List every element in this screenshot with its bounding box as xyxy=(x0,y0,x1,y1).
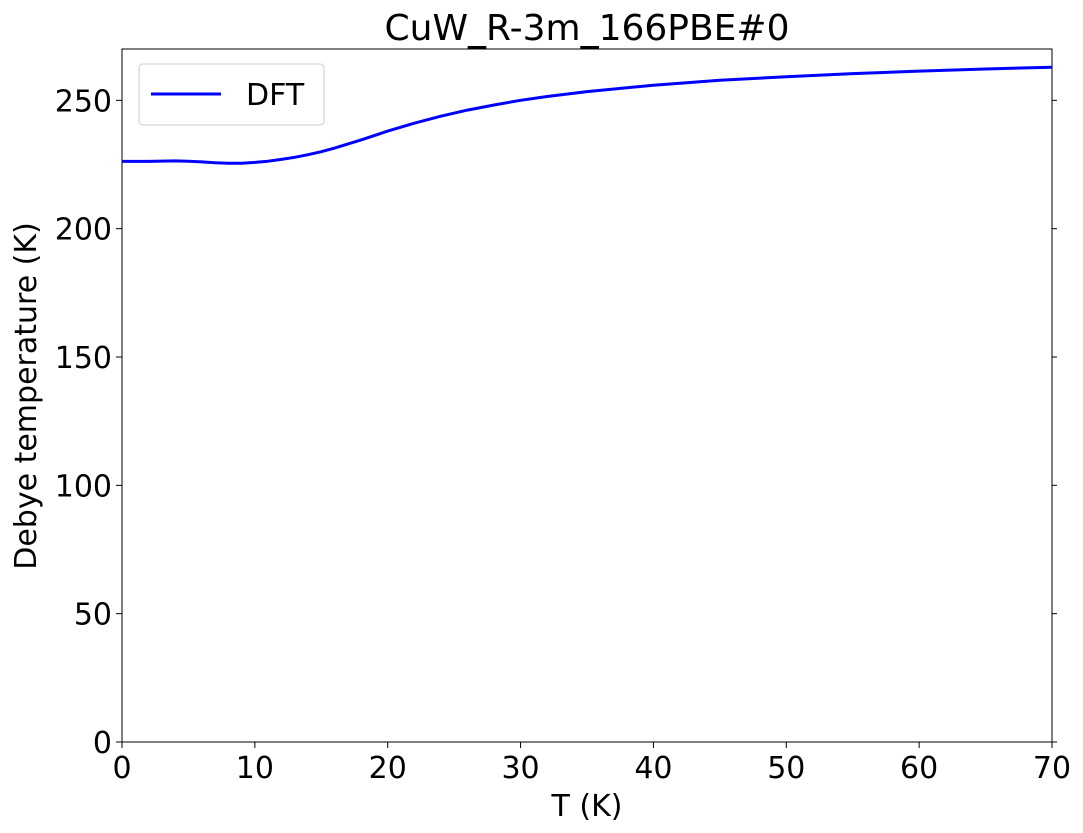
chart-title: CuW_R-3m_166PBE#0 xyxy=(385,8,790,49)
x-tick-label: 60 xyxy=(900,751,938,786)
x-tick-label: 40 xyxy=(634,751,672,786)
y-tick-label: 50 xyxy=(74,598,112,633)
ticks-layer: 0 10 20 30 40 50 60 70 0 50 100 150 200 250 xyxy=(55,84,1071,786)
x-tick-label: 0 xyxy=(112,751,131,786)
x-tick-label: 70 xyxy=(1033,751,1071,786)
y-tick-label: 150 xyxy=(55,341,112,376)
series-layer xyxy=(122,65,1053,165)
series-line-dft xyxy=(122,65,1053,165)
x-tick-label: 20 xyxy=(369,751,407,786)
legend-label-dft: DFT xyxy=(246,78,305,113)
plot-area xyxy=(121,48,1053,743)
y-tick-label: 200 xyxy=(55,213,112,248)
x-tick-label: 30 xyxy=(501,751,539,786)
x-axis-label: T (K) xyxy=(551,789,623,824)
legend: DFT xyxy=(138,63,325,126)
y-axis-label: Debye temperature (K) xyxy=(9,222,44,570)
y-tick-label: 0 xyxy=(93,726,112,761)
x-tick-label: 50 xyxy=(767,751,805,786)
legend-box xyxy=(138,63,325,126)
y-tick-label: 250 xyxy=(55,84,112,119)
x-tick-label: 10 xyxy=(236,751,274,786)
y-tick-label: 100 xyxy=(55,469,112,504)
